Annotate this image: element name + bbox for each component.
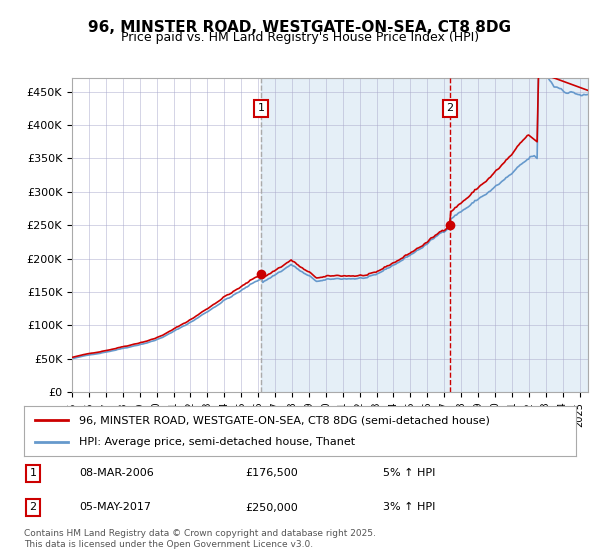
Text: 3% ↑ HPI: 3% ↑ HPI [383, 502, 435, 512]
Text: 1: 1 [257, 104, 265, 114]
Text: Price paid vs. HM Land Registry's House Price Index (HPI): Price paid vs. HM Land Registry's House … [121, 31, 479, 44]
Text: £250,000: £250,000 [245, 502, 298, 512]
Text: Contains HM Land Registry data © Crown copyright and database right 2025.
This d: Contains HM Land Registry data © Crown c… [24, 529, 376, 549]
Text: 2: 2 [29, 502, 37, 512]
Text: HPI: Average price, semi-detached house, Thanet: HPI: Average price, semi-detached house,… [79, 437, 355, 447]
Text: £176,500: £176,500 [245, 468, 298, 478]
Text: 08-MAR-2006: 08-MAR-2006 [79, 468, 154, 478]
Text: 5% ↑ HPI: 5% ↑ HPI [383, 468, 435, 478]
Text: 05-MAY-2017: 05-MAY-2017 [79, 502, 151, 512]
Text: 1: 1 [29, 468, 37, 478]
Bar [261, 78, 588, 392]
Text: 2: 2 [446, 104, 454, 114]
Text: 96, MINSTER ROAD, WESTGATE-ON-SEA, CT8 8DG: 96, MINSTER ROAD, WESTGATE-ON-SEA, CT8 8… [89, 20, 511, 35]
Text: 96, MINSTER ROAD, WESTGATE-ON-SEA, CT8 8DG (semi-detached house): 96, MINSTER ROAD, WESTGATE-ON-SEA, CT8 8… [79, 415, 490, 425]
